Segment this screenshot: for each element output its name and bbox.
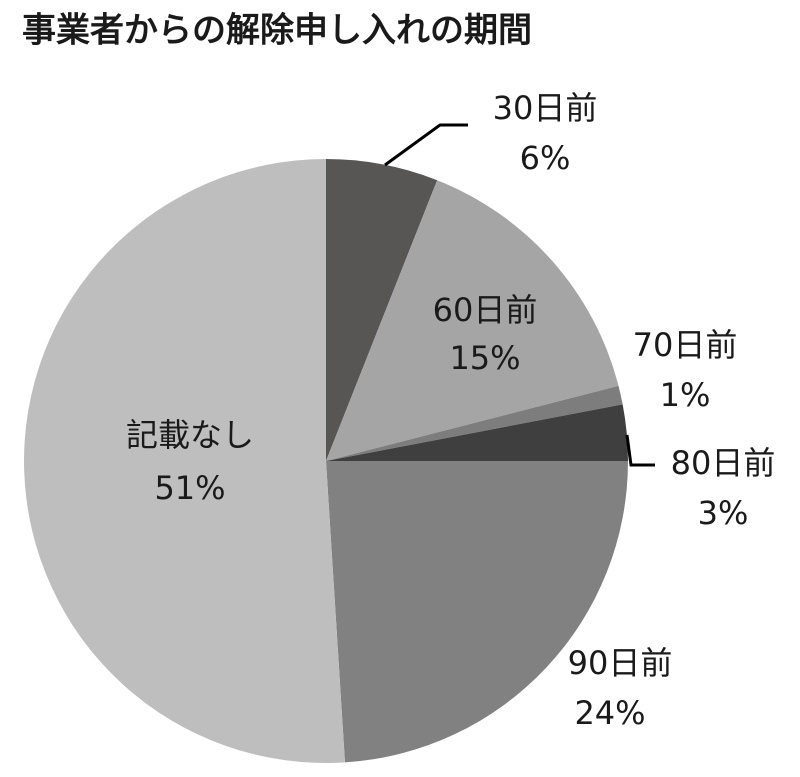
pie-slice: [326, 461, 628, 763]
chart-title: 事業者からの解除申し入れの期間: [22, 11, 532, 51]
pie-slice: [326, 180, 619, 461]
slice-value-label: 1%: [660, 376, 711, 414]
leader-line: [625, 434, 655, 467]
slice-label: 90日前: [568, 644, 673, 682]
slice-value-label: 51%: [154, 469, 225, 507]
slice-value-label: 3%: [698, 494, 749, 532]
slice-label: 30日前: [493, 89, 598, 127]
slice-label: 70日前: [633, 326, 738, 364]
pie: [23, 159, 628, 763]
slice-value-label: 24%: [574, 694, 645, 732]
pie-slice: [23, 159, 345, 763]
slice-value-label: 15%: [449, 339, 520, 377]
slice-label: 記載なし: [126, 416, 254, 454]
leader-line: [384, 123, 468, 167]
pie-slice: [326, 404, 628, 461]
pie-slice: [326, 385, 623, 461]
labels: 30日前 6% 60日前 15% 70日前 1% 80日前 3% 90日前 24% 記載なし 51%: [126, 89, 775, 732]
slice-label: 60日前: [433, 291, 538, 329]
slice-label: 80日前: [671, 444, 776, 482]
slice-value-label: 6%: [520, 139, 571, 177]
pie-slice: [326, 159, 438, 461]
